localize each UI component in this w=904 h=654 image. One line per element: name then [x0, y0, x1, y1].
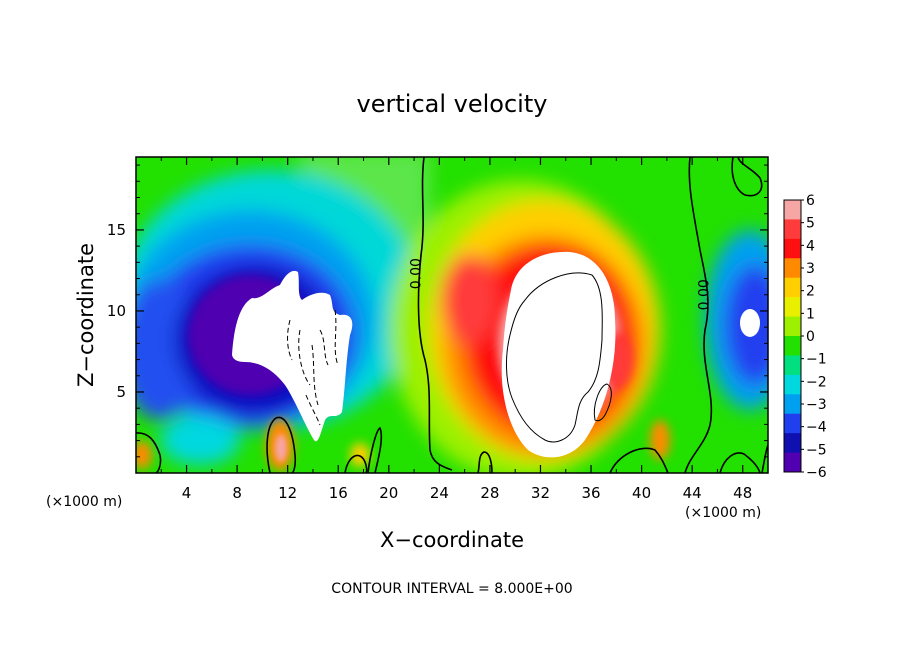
colorbar-label: −6	[806, 465, 827, 481]
colorbar-label: 2	[806, 284, 815, 300]
colorbar-label: 0	[806, 329, 815, 345]
x-axis-label: X−coordinate	[380, 528, 524, 552]
colorbar-swatch	[784, 374, 801, 395]
x-tick-label: 40	[632, 484, 651, 502]
contour-interval-note: CONTOUR INTERVAL = 8.000E+00	[331, 581, 572, 597]
colorbar-swatch	[784, 219, 801, 240]
x-tick-label: 36	[581, 484, 600, 502]
x-tick-label: 32	[531, 484, 550, 502]
x-unit-left: (×1000 m)	[46, 494, 122, 510]
colorbar-swatch	[784, 316, 801, 337]
y-axis-label: Z−coordinate	[74, 243, 98, 387]
x-tick-label: 4	[182, 484, 192, 502]
colorbar-swatch	[784, 297, 801, 318]
x-tick-label: 48	[733, 484, 752, 502]
plot-frame	[135, 156, 769, 474]
x-tick-label: 44	[683, 484, 702, 502]
contour-labels: 0.00 0.00	[408, 258, 712, 310]
x-ticks: 4 8 12 16 20 24 28 32 36 40 44 48	[160, 157, 752, 502]
colorbar-swatch	[784, 355, 801, 376]
x-unit-right: (×1000 m)	[685, 505, 761, 521]
colorbar-swatch	[784, 336, 801, 356]
colorbar-label: 6	[806, 193, 815, 209]
colorbar-swatch	[784, 258, 801, 279]
contour-label-a: 0.00	[408, 258, 424, 289]
downdraft-core-left	[232, 270, 353, 442]
negative-contours	[287, 309, 339, 426]
x-tick-label: 28	[480, 484, 499, 502]
colorbar-label: −4	[806, 420, 827, 436]
colorbar-swatch	[784, 200, 801, 220]
colorbar-label: 1	[806, 306, 815, 322]
colorbar-swatch	[784, 394, 801, 415]
x-tick-label: 12	[278, 484, 297, 502]
colorbar: 6 5 4 3 2 1 0 −1 −2 −3 −4 −5 −6	[783, 193, 827, 481]
y-tick-label: 10	[107, 302, 126, 320]
colorbar-swatch	[784, 413, 801, 434]
colorbar-swatch	[784, 452, 801, 473]
contour-label-b: 0.00	[697, 279, 713, 310]
x-tick-label: 8	[232, 484, 242, 502]
colorbar-label: 4	[806, 238, 815, 254]
colorbar-swatch	[784, 433, 801, 454]
updraft-core	[501, 251, 616, 458]
downdraft-core-right	[740, 309, 760, 337]
x-tick-label: 16	[329, 484, 348, 502]
y-ticks: 5 10 15	[107, 164, 768, 458]
colorbar-label: −3	[806, 397, 827, 413]
chart-title: vertical velocity	[357, 90, 548, 118]
x-tick-label: 20	[379, 484, 398, 502]
colorbar-label: −2	[806, 374, 827, 390]
colorbar-label: 5	[806, 216, 815, 232]
colorbar-swatch	[784, 277, 801, 298]
x-tick-label: 24	[430, 484, 449, 502]
heatmap-field: 0.00 0.00	[136, 157, 768, 473]
y-tick-label: 15	[107, 221, 126, 239]
colorbar-swatch	[784, 238, 801, 259]
colorbar-label: −1	[806, 352, 827, 368]
colorbar-label: 3	[806, 261, 815, 277]
positive-contours	[505, 272, 612, 443]
colorbar-label: −5	[806, 442, 827, 458]
y-tick-label: 5	[116, 383, 126, 401]
